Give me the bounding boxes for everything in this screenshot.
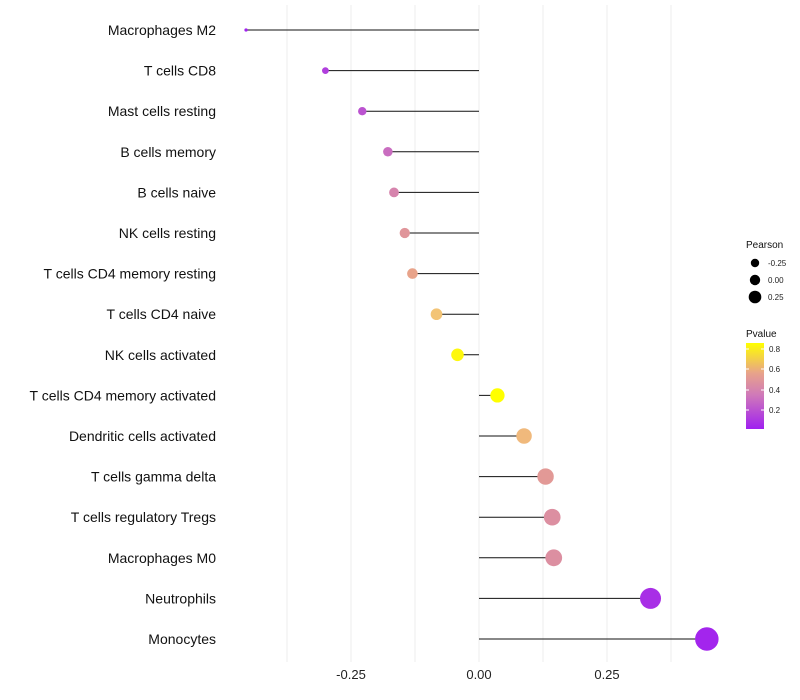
color-legend-bar <box>746 343 764 429</box>
size-legend-title: Pearson <box>746 240 783 251</box>
x-tick-label: 0.00 <box>466 667 491 682</box>
lollipop-point <box>322 67 329 74</box>
lollipop-point <box>537 468 554 485</box>
size-legend-dot-medium <box>749 274 761 286</box>
lollipop-point <box>358 107 367 116</box>
lollipop-point <box>490 388 505 403</box>
size-legend-dot-small <box>750 258 760 268</box>
stems <box>246 29 707 640</box>
x-axis-ticks: -0.25 0.00 0.25 <box>336 667 619 682</box>
category-label: Monocytes <box>148 631 216 647</box>
lollipop-point <box>399 227 410 239</box>
category-label: Macrophages M0 <box>108 550 216 566</box>
category-label: T cells CD8 <box>144 63 216 79</box>
category-label: T cells regulatory Tregs <box>71 509 216 525</box>
x-tick-label: 0.25 <box>594 667 619 682</box>
category-labels: Macrophages M2 T cells CD8 Mast cells rest… <box>30 22 217 647</box>
lollipop-point <box>516 428 532 444</box>
color-legend-label-4: 0.2 <box>769 406 781 415</box>
category-label: Neutrophils <box>145 590 216 606</box>
grid-layer <box>286 5 672 662</box>
color-legend-label-1: 0.8 <box>769 345 781 354</box>
lollipop-point <box>543 508 561 526</box>
category-label: T cells gamma delta <box>91 469 216 485</box>
lollipop-point <box>389 187 399 198</box>
category-label: T cells CD4 naive <box>107 306 217 322</box>
category-label: Dendritic cells activated <box>69 428 216 444</box>
lollipop-point <box>545 549 563 567</box>
size-legend-label-2: 0.00 <box>768 276 784 285</box>
lollipop-point <box>383 147 393 157</box>
points <box>244 28 719 651</box>
lollipop-point <box>451 348 464 362</box>
color-legend-title: Pvalue <box>746 329 777 340</box>
size-legend-label-1: -0.25 <box>768 259 787 268</box>
lollipop-point <box>430 308 443 321</box>
size-legend-label-3: 0.25 <box>768 293 784 302</box>
lollipop-point <box>640 587 662 609</box>
color-legend-label-3: 0.4 <box>769 386 781 395</box>
category-label: T cells CD4 memory resting <box>44 266 216 282</box>
category-label: Macrophages M2 <box>108 22 216 38</box>
lollipop-point <box>695 627 719 651</box>
color-legend-label-2: 0.6 <box>769 365 781 374</box>
lollipop-point <box>244 28 248 32</box>
x-tick-label: -0.25 <box>336 667 366 682</box>
category-label: B cells naive <box>137 184 216 200</box>
category-label: NK cells resting <box>119 225 216 241</box>
category-label: Mast cells resting <box>108 103 216 119</box>
size-legend-dot-large <box>748 290 762 304</box>
legend: Pearson -0.25 0.00 0.25 Pvalue 0.8 0.6 0… <box>746 240 787 429</box>
lollipop-point <box>407 268 418 279</box>
category-label: T cells CD4 memory activated <box>30 387 216 403</box>
category-label: NK cells activated <box>105 347 216 363</box>
category-label: B cells memory <box>120 144 216 160</box>
